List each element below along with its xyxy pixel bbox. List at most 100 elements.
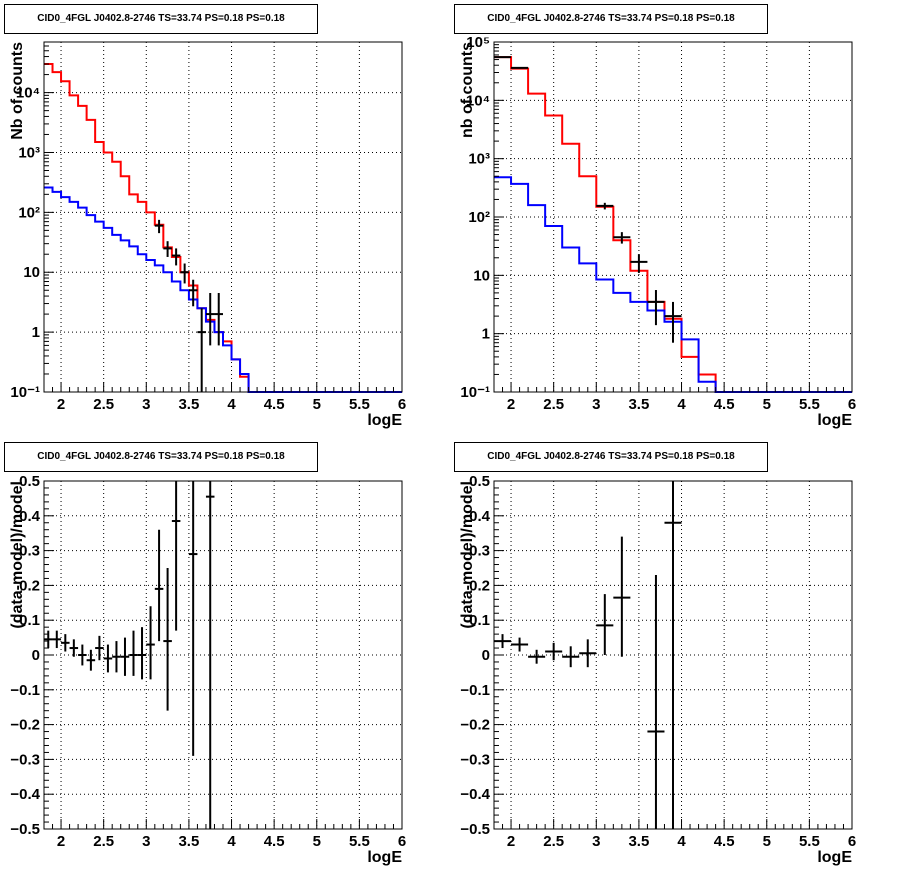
panel-1-ytick-label: 1 (32, 324, 40, 341)
panel-3-data-point (103, 644, 113, 673)
panel-4-ytick-label: −0.1 (460, 682, 490, 699)
panel-2-y-axis-label: nb of counts (459, 42, 476, 138)
panel-3-xtick-label: 5 (313, 833, 321, 850)
panel-1-data-point (188, 279, 198, 307)
panel-4-y-axis-label: (data-model)/model (459, 481, 476, 629)
panel-2-data-point (630, 254, 648, 273)
panel-4-ytick-label: 0.2 (469, 577, 490, 594)
panel-3-data-point (154, 529, 164, 642)
panel-3-data-point (163, 568, 172, 711)
panel-4-title: CID0_4FGL J0402.8-2746 TS=33.74 PS=0.18 … (454, 442, 768, 472)
panel-3-data-point (188, 481, 198, 756)
panel-1-data-point (180, 263, 189, 284)
panel-2: 2 2.5 3 3.5 4 4.5 5 5.5 6 10⁻¹ 1 10 10² 10³ 10⁴ 10⁵ logE… (459, 34, 856, 429)
panel-3-data-point (61, 634, 70, 652)
panel-1-xtick-label: 5 (313, 396, 321, 413)
panel-1-data-point (197, 308, 206, 392)
panel-2-xtick-label: 3 (592, 396, 600, 413)
panel-2-data-point (511, 66, 529, 69)
panel-3-data-point (52, 630, 62, 649)
panel-4-xtick-label: 2 (507, 833, 515, 850)
panel-4-xtick-label: 6 (848, 833, 856, 850)
panel-3-ytick-label: 0.4 (19, 508, 41, 525)
panel-3-ytick-label: 0 (32, 647, 40, 664)
panel-1: 2 2.5 3 3.5 4 4.5 5 5.5 6 10⁻¹ 1 10 10² 10³ 10⁴ logE Nb … (9, 41, 406, 429)
panel-1-x-axis-label: logE (367, 412, 402, 429)
panel-1-xtick-label: 3.5 (178, 396, 199, 413)
panel-3-ytick-label: −0.3 (10, 751, 40, 768)
panel-4-data-point (511, 637, 529, 652)
panel-3-data-point (120, 637, 130, 676)
panel-3: 2 2.5 3 3.5 4 4.5 5 5.5 6 −0.5 −0.4 −0.3 −0.2 −0.1 0 0.… (9, 473, 406, 866)
panel-3-data-point (86, 649, 96, 671)
panel-3-data-point (205, 481, 215, 829)
panel-2-data-point (664, 301, 682, 343)
panel-4-ytick-label: −0.4 (460, 786, 490, 803)
panel-2-xtick-label: 5.5 (799, 396, 820, 413)
panel-1-title: CID0_4FGL J0402.8-2746 TS=33.74 PS=0.18 … (4, 4, 318, 34)
panel-2-xtick-label: 2.5 (543, 396, 564, 413)
panel-4-data-point (613, 536, 631, 657)
panel-3-xtick-label: 2 (57, 833, 65, 850)
panel-1-ytick-label: 10 (23, 264, 40, 281)
panel-3-xtick-label: 3 (142, 833, 150, 850)
panel-3-data-point (171, 481, 181, 631)
panel-4-xtick-label: 5 (763, 833, 771, 850)
panel-4-ytick-label: 0.4 (469, 508, 491, 525)
panel-4-data-point (596, 594, 614, 655)
panel-4-data-point (562, 646, 580, 668)
panel-4-ytick-label: −0.2 (460, 717, 490, 734)
panel-3-xtick-label: 2.5 (93, 833, 114, 850)
panel-1-xtick-label: 4.5 (264, 396, 285, 413)
panel-1-xtick-label: 2.5 (93, 396, 114, 413)
panel-3-ytick-label: 0.2 (19, 577, 40, 594)
panel-1-y-axis-label: Nb of counts (9, 42, 26, 140)
panel-2-ytick-label: 10⁵ (466, 34, 490, 51)
panel-4-ytick-label: −0.3 (460, 751, 490, 768)
panel-2-xtick-label: 4 (677, 396, 686, 413)
panel-2-xtick-label: 6 (848, 396, 856, 413)
panel-1-data-point (171, 248, 181, 266)
panel-4: 2 2.5 3 3.5 4 4.5 5 5.5 6 −0.5 −0.4 −0.3 −0.2 −0.1 0 0.… (459, 473, 856, 866)
panel-1-xtick-label: 5.5 (349, 396, 370, 413)
panel-3-xtick-label: 4.5 (264, 833, 285, 850)
panel-4-ytick-label: 0.3 (469, 543, 490, 560)
panel-4-xtick-label: 4.5 (714, 833, 735, 850)
panel-4-data-point (647, 574, 665, 829)
panel-2-data-point (647, 290, 665, 326)
panel-3-ytick-label: −0.4 (10, 786, 40, 803)
panel-3-ytick-label: −0.2 (10, 717, 40, 734)
panel-1-series-2-line (44, 186, 402, 393)
panel-4-ytick-label: 0 (482, 647, 490, 664)
panel-3-title: CID0_4FGL J0402.8-2746 TS=33.74 PS=0.18 … (4, 442, 318, 472)
panel-4-ytick-label: −0.5 (460, 821, 490, 838)
panel-2-series-2-line (494, 176, 852, 393)
panel-3-data-point (137, 627, 147, 680)
panel-1-ytick-label: 10⁻¹ (10, 384, 40, 401)
panel-4-x-axis-label: logE (817, 849, 852, 866)
panel-4-ytick-label: 0.5 (469, 473, 490, 490)
panel-3-y-axis-label: (data-model)/model (9, 481, 26, 629)
panel-3-xtick-label: 6 (398, 833, 406, 850)
panel-3-ytick-label: 0.1 (19, 612, 40, 629)
panel-4-ytick-label: 0.1 (469, 612, 490, 629)
panel-3-xtick-label: 5.5 (349, 833, 370, 850)
panel-4-xtick-label: 4 (677, 833, 686, 850)
panel-4-data-point (579, 639, 597, 668)
panel-1-data-point (163, 241, 172, 257)
panel-1-ytick-label: 10² (18, 204, 40, 221)
panel-2-ytick-label: 10⁴ (466, 92, 490, 109)
panel-3-ytick-label: 0.5 (19, 473, 40, 490)
panel-2-xtick-label: 4.5 (714, 396, 735, 413)
panel-2-xtick-label: 5 (763, 396, 771, 413)
panel-1-data-point (205, 293, 215, 346)
panel-2-xtick-label: 2 (507, 396, 515, 413)
panel-2-ytick-label: 10³ (468, 151, 490, 168)
panel-4-data-point (664, 481, 682, 829)
panel-4-data-point (528, 649, 546, 664)
panel-2-ytick-label: 10² (468, 209, 490, 226)
panel-2-ytick-label: 10 (473, 267, 490, 284)
panel-4-xtick-label: 5.5 (799, 833, 820, 850)
panel-4-xtick-label: 3.5 (628, 833, 649, 850)
